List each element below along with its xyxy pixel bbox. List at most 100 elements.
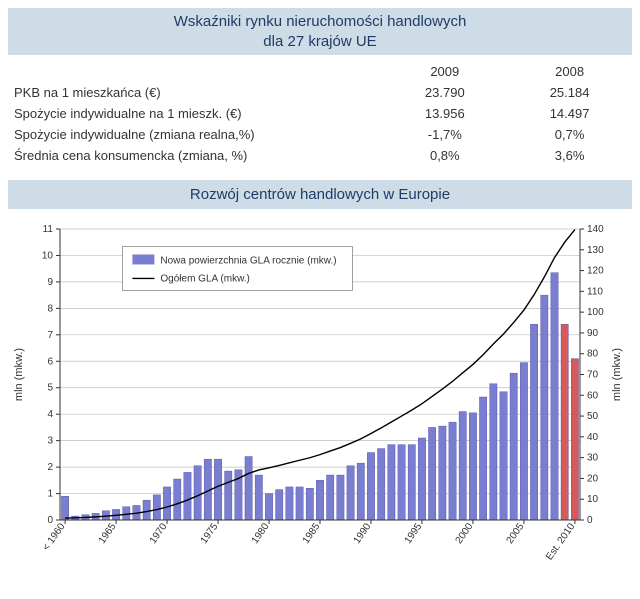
ytick-right: 40 bbox=[587, 432, 599, 443]
ytick-right: 70 bbox=[587, 370, 599, 381]
ytick-right: 130 bbox=[587, 245, 604, 256]
xtick: 1985 bbox=[301, 521, 323, 546]
bar bbox=[408, 445, 415, 520]
ytick-right: 90 bbox=[587, 328, 599, 339]
bar bbox=[469, 413, 476, 520]
bar bbox=[163, 487, 170, 520]
bar bbox=[459, 412, 466, 520]
ytick-left: 2 bbox=[47, 462, 53, 473]
bar bbox=[357, 463, 364, 520]
row-val-2008: 3,6% bbox=[507, 145, 632, 166]
bar bbox=[347, 466, 354, 520]
ytick-left: 11 bbox=[43, 224, 54, 235]
row-val-2009: -1,7% bbox=[382, 124, 507, 145]
table-row: PKB na 1 mieszkańca (€)23.79025.184 bbox=[8, 82, 632, 103]
ytick-right: 10 bbox=[587, 494, 599, 505]
xtick: 1970 bbox=[148, 521, 170, 546]
bar bbox=[214, 459, 221, 520]
xtick: 2005 bbox=[505, 521, 527, 546]
bar bbox=[520, 363, 527, 520]
ytick-right: 140 bbox=[587, 224, 604, 235]
bar bbox=[194, 466, 201, 520]
row-label: Spożycie indywidualne na 1 mieszk. (€) bbox=[8, 103, 382, 124]
bar bbox=[479, 397, 486, 520]
bar bbox=[184, 472, 191, 520]
metrics-header: Wskaźniki rynku nieruchomości handlowych… bbox=[8, 8, 632, 55]
chart-svg: 0123456789101101020304050607080901001101… bbox=[8, 217, 632, 572]
ytick-right: 30 bbox=[587, 453, 599, 464]
bar bbox=[225, 471, 232, 520]
bar bbox=[530, 324, 537, 520]
bar bbox=[500, 392, 507, 520]
bar bbox=[561, 324, 568, 520]
bar bbox=[367, 453, 374, 520]
bar bbox=[388, 445, 395, 520]
bar bbox=[398, 445, 405, 520]
ytick-right: 120 bbox=[587, 266, 604, 277]
xtick: 1965 bbox=[97, 521, 119, 546]
bar bbox=[306, 488, 313, 520]
bar bbox=[337, 475, 344, 520]
ytick-right: 80 bbox=[587, 349, 599, 360]
row-val-2008: 0,7% bbox=[507, 124, 632, 145]
y-axis-left-label: mln (mkw.) bbox=[13, 348, 25, 401]
col-2009: 2009 bbox=[382, 61, 507, 82]
legend-label: Ogółem GLA (mkw.) bbox=[160, 273, 249, 284]
bar bbox=[327, 475, 334, 520]
bar bbox=[510, 373, 517, 520]
bar bbox=[245, 457, 252, 520]
row-val-2009: 0,8% bbox=[382, 145, 507, 166]
xtick: 1980 bbox=[250, 521, 272, 546]
xtick: Est. 2010 bbox=[544, 521, 577, 562]
metrics-header-line1: Wskaźniki rynku nieruchomości handlowych bbox=[8, 12, 632, 32]
ytick-left: 10 bbox=[42, 250, 54, 261]
bar bbox=[418, 438, 425, 520]
bar bbox=[143, 500, 150, 520]
ytick-left: 9 bbox=[47, 277, 53, 288]
ytick-left: 0 bbox=[47, 515, 53, 526]
table-row: Spożycie indywidualne (zmiana realna,%)-… bbox=[8, 124, 632, 145]
bar bbox=[153, 495, 160, 520]
row-label: Średnia cena konsumencka (zmiana, %) bbox=[8, 145, 382, 166]
bar bbox=[551, 273, 558, 520]
col-2008: 2008 bbox=[507, 61, 632, 82]
bar bbox=[449, 422, 456, 520]
bar bbox=[174, 479, 181, 520]
bar bbox=[296, 487, 303, 520]
ytick-left: 8 bbox=[47, 303, 53, 314]
chart-title: Rozwój centrów handlowych w Europie bbox=[8, 180, 632, 209]
row-label: Spożycie indywidualne (zmiana realna,%) bbox=[8, 124, 382, 145]
bar bbox=[255, 475, 262, 520]
ytick-right: 20 bbox=[587, 473, 599, 484]
xtick: 1995 bbox=[403, 521, 425, 546]
bar bbox=[571, 359, 578, 520]
ytick-left: 6 bbox=[47, 356, 53, 367]
legend-swatch-bar bbox=[132, 254, 154, 264]
metrics-header-line2: dla 27 krajów UE bbox=[8, 32, 632, 52]
bar bbox=[378, 449, 385, 520]
row-val-2009: 13.956 bbox=[382, 103, 507, 124]
ytick-left: 7 bbox=[47, 330, 53, 341]
xtick: 1975 bbox=[199, 521, 221, 546]
xtick: < 1960 bbox=[41, 521, 68, 553]
ytick-left: 4 bbox=[47, 409, 53, 420]
row-val-2008: 25.184 bbox=[507, 82, 632, 103]
ytick-right: 0 bbox=[587, 515, 593, 526]
table-row: Spożycie indywidualne na 1 mieszk. (€)13… bbox=[8, 103, 632, 124]
chart: 0123456789101101020304050607080901001101… bbox=[8, 217, 632, 572]
bar bbox=[490, 384, 497, 520]
legend-label: Nowa powierzchnia GLA rocznie (mkw.) bbox=[160, 255, 336, 266]
bar bbox=[286, 487, 293, 520]
bar bbox=[316, 480, 323, 520]
metrics-table: 2009 2008 PKB na 1 mieszkańca (€)23.7902… bbox=[8, 61, 632, 166]
xtick: 1990 bbox=[352, 521, 374, 546]
bar bbox=[541, 295, 548, 520]
ytick-right: 100 bbox=[587, 307, 604, 318]
row-label: PKB na 1 mieszkańca (€) bbox=[8, 82, 382, 103]
xtick: 2000 bbox=[454, 521, 476, 546]
ytick-left: 5 bbox=[47, 383, 53, 394]
ytick-left: 1 bbox=[47, 489, 53, 500]
ytick-left: 3 bbox=[47, 436, 53, 447]
bar bbox=[428, 427, 435, 520]
bar bbox=[276, 490, 283, 520]
